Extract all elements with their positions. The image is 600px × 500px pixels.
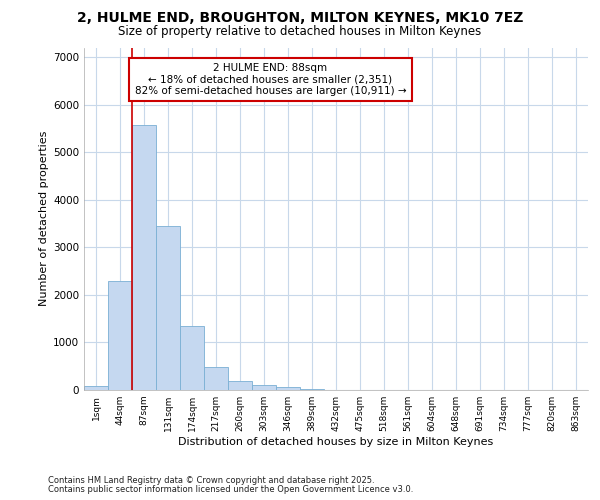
Bar <box>156 226 180 390</box>
Bar <box>276 386 300 390</box>
Bar <box>300 388 324 390</box>
Text: Contains HM Land Registry data © Crown copyright and database right 2025.: Contains HM Land Registry data © Crown c… <box>48 476 374 485</box>
Bar <box>180 326 204 390</box>
Bar <box>204 367 228 390</box>
X-axis label: Distribution of detached houses by size in Milton Keynes: Distribution of detached houses by size … <box>178 437 494 447</box>
Y-axis label: Number of detached properties: Number of detached properties <box>39 131 49 306</box>
Text: Contains public sector information licensed under the Open Government Licence v3: Contains public sector information licen… <box>48 485 413 494</box>
Bar <box>132 124 156 390</box>
Text: Size of property relative to detached houses in Milton Keynes: Size of property relative to detached ho… <box>118 25 482 38</box>
Bar <box>108 280 132 390</box>
Text: 2 HULME END: 88sqm
← 18% of detached houses are smaller (2,351)
82% of semi-deta: 2 HULME END: 88sqm ← 18% of detached hou… <box>134 63 406 96</box>
Bar <box>84 386 108 390</box>
Bar <box>228 381 252 390</box>
Bar <box>252 385 276 390</box>
Text: 2, HULME END, BROUGHTON, MILTON KEYNES, MK10 7EZ: 2, HULME END, BROUGHTON, MILTON KEYNES, … <box>77 11 523 25</box>
